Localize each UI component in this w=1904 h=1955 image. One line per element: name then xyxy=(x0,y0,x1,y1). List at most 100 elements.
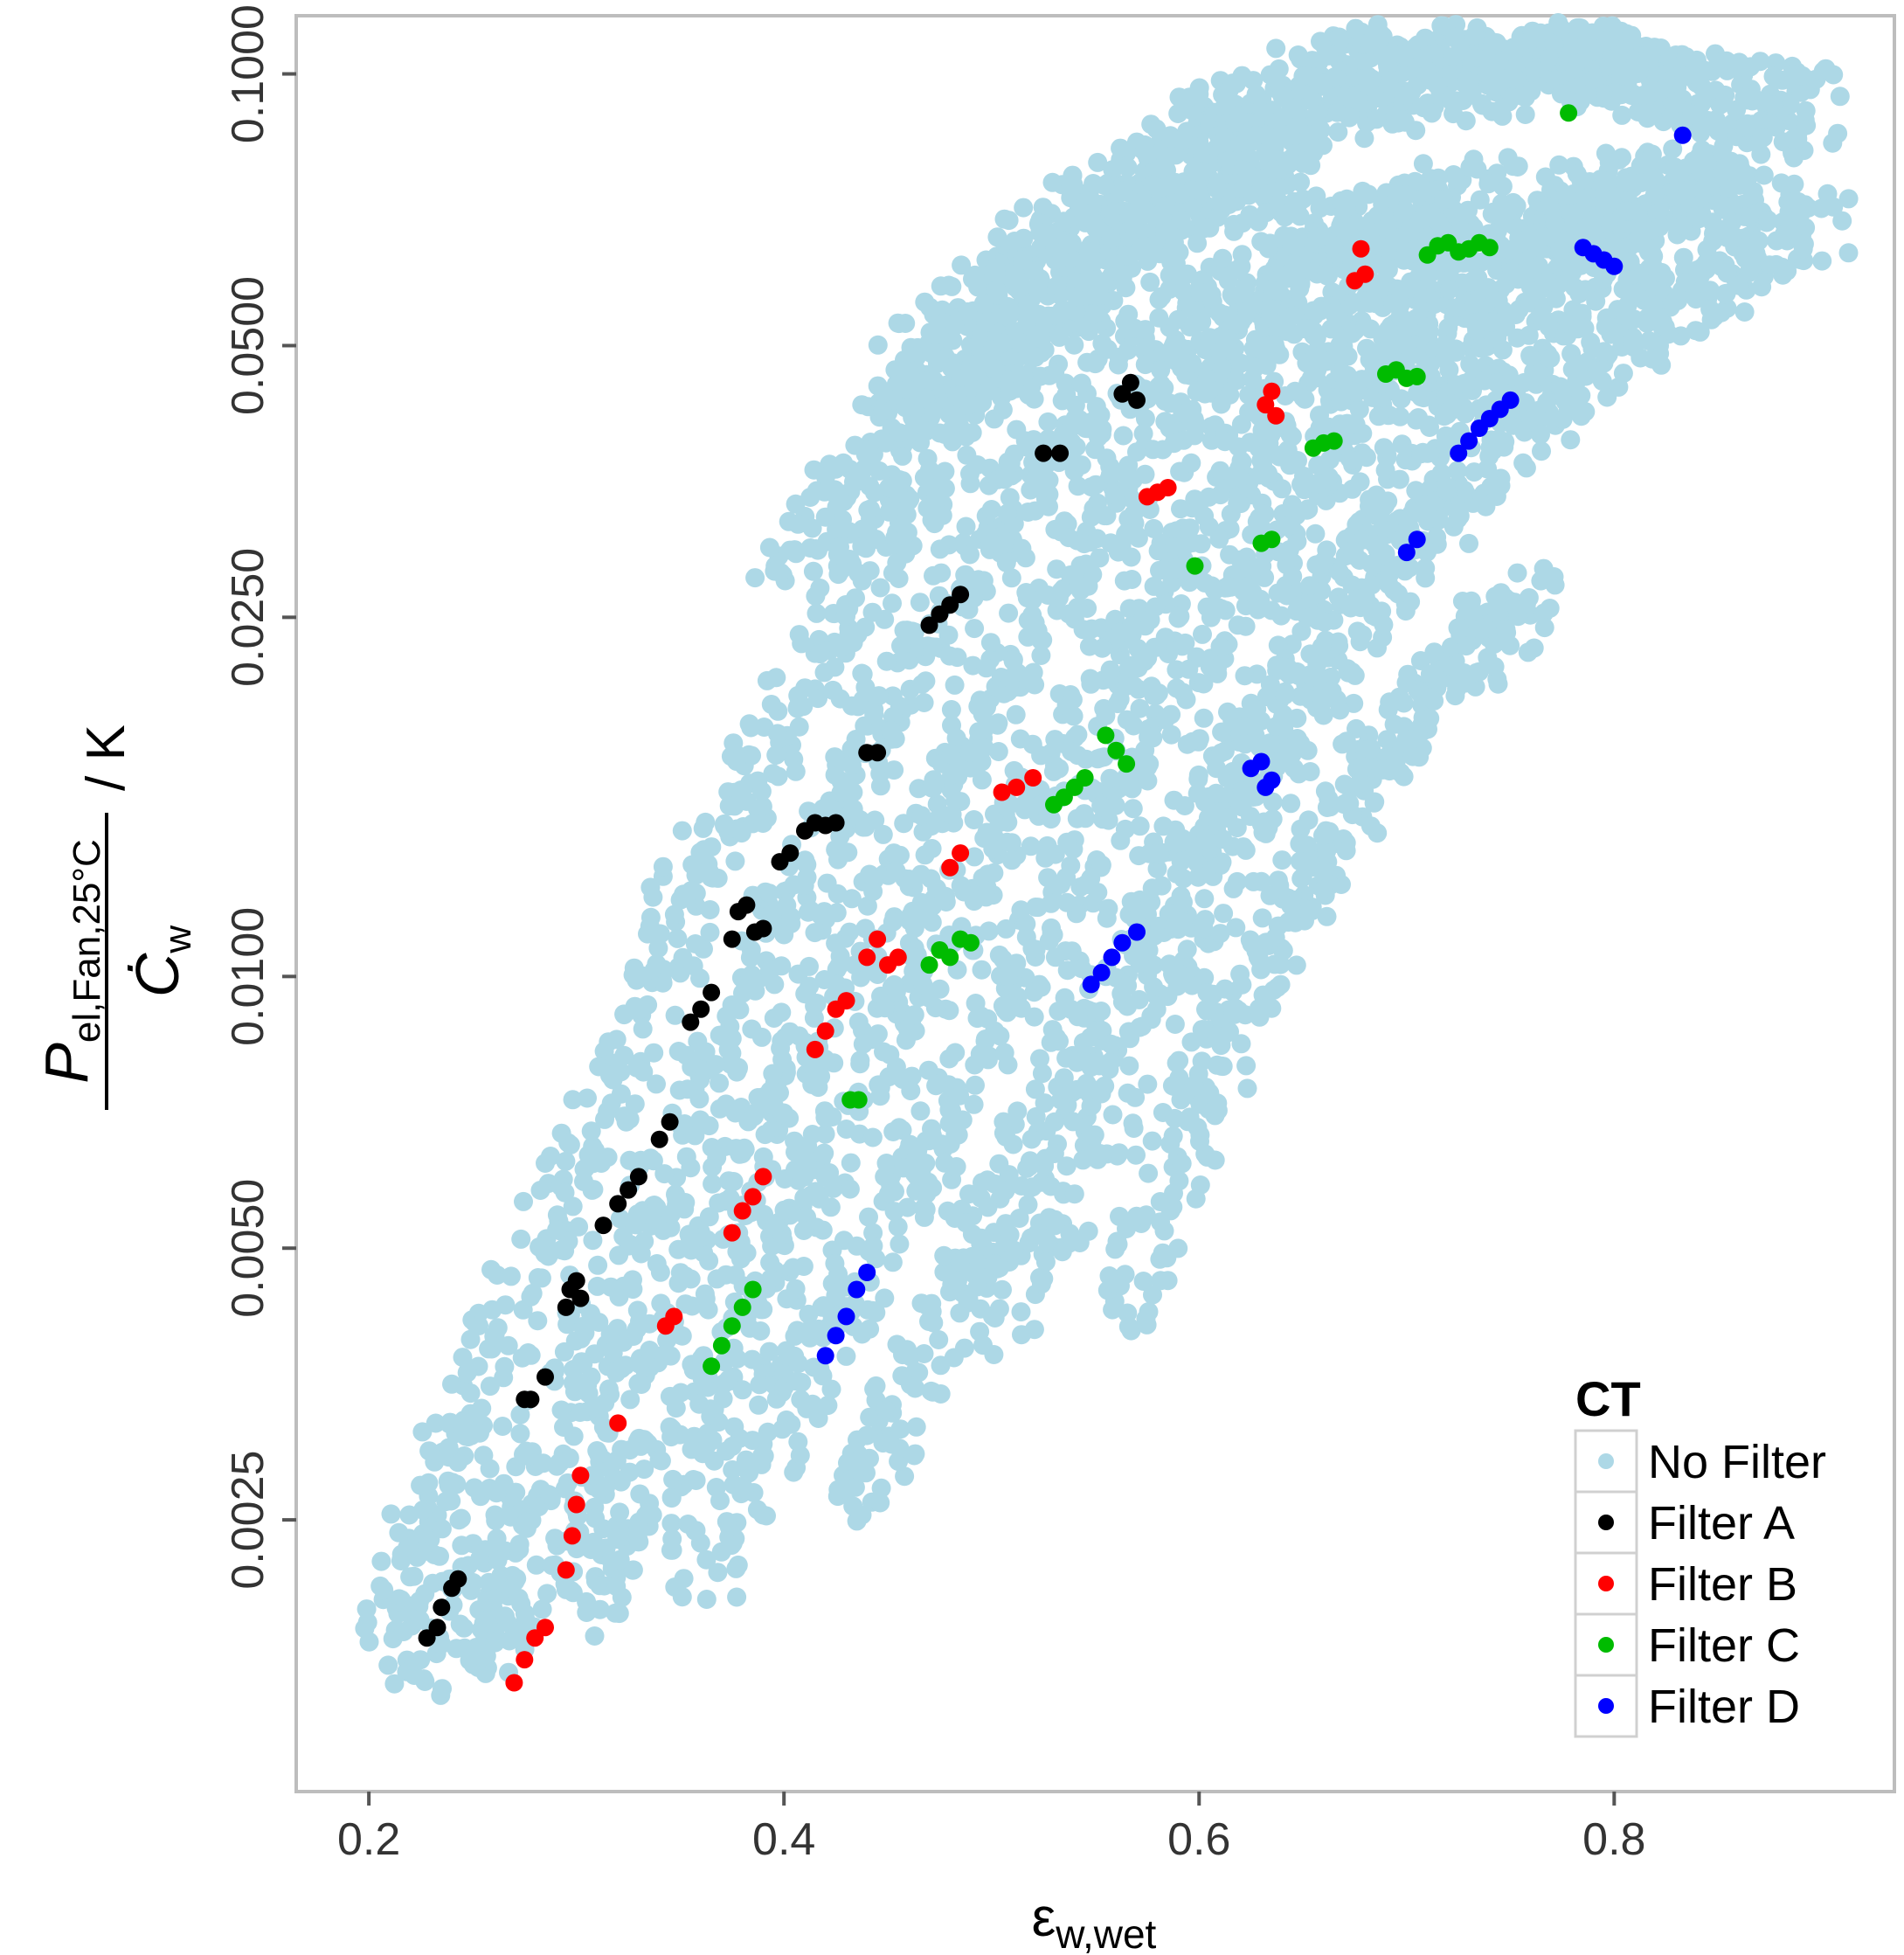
data-point-no-filter xyxy=(947,648,967,668)
data-point-no-filter xyxy=(1162,337,1182,357)
data-point-no-filter xyxy=(453,1418,473,1439)
data-point-no-filter xyxy=(772,956,792,976)
data-point-no-filter xyxy=(686,1521,706,1541)
data-point-no-filter xyxy=(702,837,722,857)
data-point-no-filter xyxy=(378,1655,398,1675)
data-point-no-filter xyxy=(1192,1020,1212,1040)
data-point-no-filter xyxy=(1721,151,1741,171)
data-point-no-filter xyxy=(971,1006,991,1026)
data-point-no-filter xyxy=(1305,523,1326,544)
data-point-no-filter xyxy=(1735,249,1755,269)
data-point-no-filter xyxy=(480,1376,500,1397)
data-point-no-filter xyxy=(1142,1131,1162,1151)
data-point-no-filter xyxy=(623,1279,643,1300)
data-point-no-filter xyxy=(488,1318,508,1338)
data-point-no-filter xyxy=(751,1027,772,1047)
data-point-no-filter xyxy=(797,1151,817,1171)
data-point-no-filter xyxy=(808,1409,828,1428)
data-point-no-filter xyxy=(1457,484,1476,504)
data-point-no-filter xyxy=(627,1057,647,1078)
data-point-no-filter xyxy=(740,947,760,967)
data-point-no-filter xyxy=(1488,434,1508,454)
data-point-no-filter xyxy=(1313,825,1333,845)
data-point-no-filter xyxy=(1135,355,1155,375)
data-point-no-filter xyxy=(1031,977,1051,997)
data-point-no-filter xyxy=(638,1433,658,1453)
data-point-no-filter xyxy=(480,1459,500,1479)
data-point-no-filter xyxy=(1486,487,1506,506)
data-point-no-filter xyxy=(1232,781,1252,801)
data-point-no-filter xyxy=(1025,675,1045,695)
data-point-no-filter xyxy=(1164,433,1184,454)
data-point-no-filter xyxy=(800,1320,820,1340)
data-point-no-filter xyxy=(1338,792,1358,812)
data-point-no-filter xyxy=(1192,312,1212,332)
data-point-no-filter xyxy=(827,974,847,995)
data-point-no-filter xyxy=(1124,504,1144,524)
data-point-no-filter xyxy=(1140,272,1160,292)
data-point-no-filter xyxy=(631,1244,651,1264)
data-point-no-filter xyxy=(1258,463,1278,483)
data-point-no-filter xyxy=(1122,615,1142,635)
data-point-no-filter xyxy=(753,814,773,833)
data-point-no-filter xyxy=(787,698,807,718)
data-point-no-filter xyxy=(453,1348,473,1368)
data-point-no-filter xyxy=(972,1228,991,1248)
data-point-no-filter xyxy=(1340,598,1360,618)
data-point-no-filter xyxy=(989,1154,1009,1174)
data-point-no-filter xyxy=(1402,746,1423,766)
data-point-no-filter xyxy=(452,1536,472,1556)
data-point-no-filter xyxy=(1113,426,1133,446)
data-point-no-filter xyxy=(948,1271,967,1291)
data-point-no-filter xyxy=(1197,597,1217,617)
data-point-no-filter xyxy=(654,1164,675,1184)
data-point-no-filter xyxy=(974,828,994,849)
data-point-no-filter xyxy=(590,1576,610,1596)
data-point-no-filter xyxy=(1151,1212,1170,1232)
data-point-no-filter xyxy=(698,1300,718,1320)
data-point-no-filter xyxy=(957,445,977,465)
data-point-no-filter xyxy=(768,766,788,787)
data-point-no-filter xyxy=(1081,1125,1101,1145)
data-point-no-filter xyxy=(914,693,934,712)
data-point-no-filter xyxy=(454,1618,474,1638)
data-point-no-filter xyxy=(633,1019,653,1039)
data-point-no-filter xyxy=(1133,424,1153,444)
data-point-no-filter xyxy=(717,1441,737,1461)
data-point-no-filter xyxy=(485,1633,505,1653)
data-point-no-filter xyxy=(698,1433,718,1453)
data-point-no-filter xyxy=(1108,694,1128,714)
data-point-no-filter xyxy=(1705,254,1724,274)
data-point-no-filter xyxy=(1575,318,1595,338)
data-point-no-filter xyxy=(1284,267,1305,288)
data-point-no-filter xyxy=(997,503,1017,523)
data-point-no-filter xyxy=(1431,463,1451,483)
data-point-no-filter xyxy=(1101,1034,1121,1054)
data-point-no-filter xyxy=(749,1395,769,1415)
data-point-no-filter xyxy=(1561,430,1581,450)
data-point-no-filter xyxy=(680,1227,700,1247)
data-point-no-filter xyxy=(463,1572,483,1592)
data-point-no-filter xyxy=(945,1209,965,1228)
data-point-no-filter xyxy=(1336,841,1356,861)
data-point-no-filter xyxy=(1139,843,1160,863)
data-point-no-filter xyxy=(647,954,667,974)
data-point-no-filter xyxy=(972,960,992,980)
data-point-no-filter xyxy=(860,561,880,581)
data-point-no-filter xyxy=(959,1184,979,1204)
data-point-no-filter xyxy=(1073,1150,1093,1170)
data-point-no-filter xyxy=(1360,816,1381,836)
data-point-no-filter xyxy=(1758,210,1778,230)
data-point-no-filter xyxy=(1039,931,1059,951)
data-point-no-filter xyxy=(1123,799,1143,819)
data-point-no-filter xyxy=(1111,984,1132,1003)
data-point-no-filter xyxy=(620,1390,640,1410)
data-point-no-filter xyxy=(1208,658,1227,678)
data-point-no-filter xyxy=(707,1269,727,1289)
data-point-no-filter xyxy=(936,886,956,906)
data-point-no-filter xyxy=(683,956,703,976)
data-point-no-filter xyxy=(1361,575,1381,595)
data-point-no-filter xyxy=(606,1451,627,1471)
data-point-no-filter xyxy=(741,718,761,738)
data-point-no-filter xyxy=(784,1462,804,1482)
